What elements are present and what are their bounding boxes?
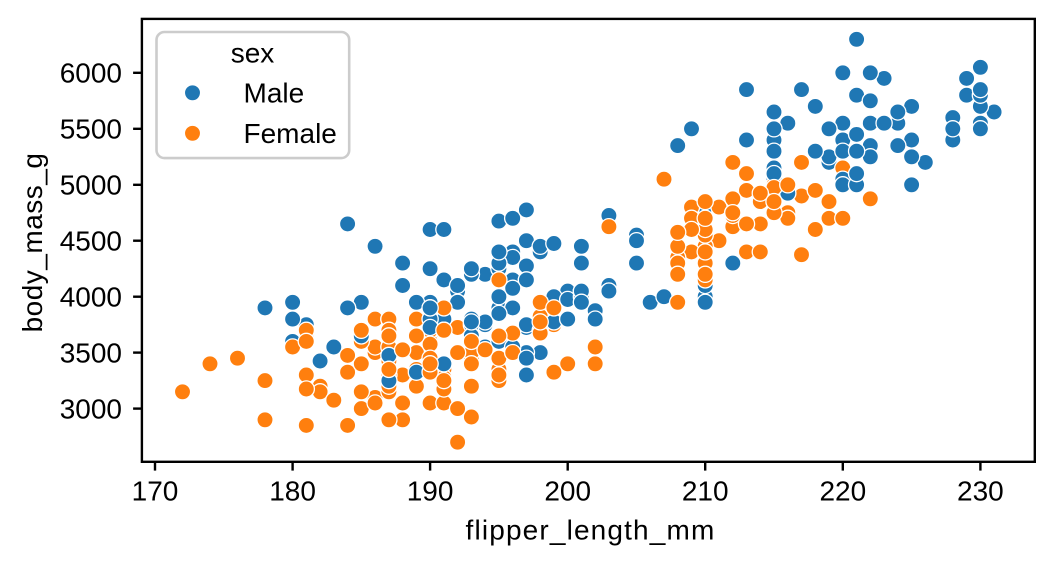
svg-text:6000: 6000	[60, 58, 122, 89]
svg-text:210: 210	[682, 476, 729, 507]
svg-text:3500: 3500	[60, 337, 122, 368]
svg-text:flipper_length_mm: flipper_length_mm	[466, 514, 716, 545]
svg-text:200: 200	[544, 476, 591, 507]
svg-text:170: 170	[132, 476, 179, 507]
svg-text:3000: 3000	[60, 393, 122, 424]
svg-text:Female: Female	[244, 118, 337, 149]
svg-text:5500: 5500	[60, 114, 122, 145]
svg-text:Male: Male	[244, 78, 305, 109]
svg-text:body_mass_g: body_mass_g	[17, 153, 48, 333]
svg-text:sex: sex	[231, 38, 275, 69]
svg-text:230: 230	[957, 476, 1004, 507]
svg-text:4500: 4500	[60, 225, 122, 256]
svg-text:5000: 5000	[60, 170, 122, 201]
svg-text:190: 190	[407, 476, 454, 507]
svg-text:180: 180	[269, 476, 316, 507]
svg-text:4000: 4000	[60, 281, 122, 312]
svg-text:220: 220	[819, 476, 866, 507]
